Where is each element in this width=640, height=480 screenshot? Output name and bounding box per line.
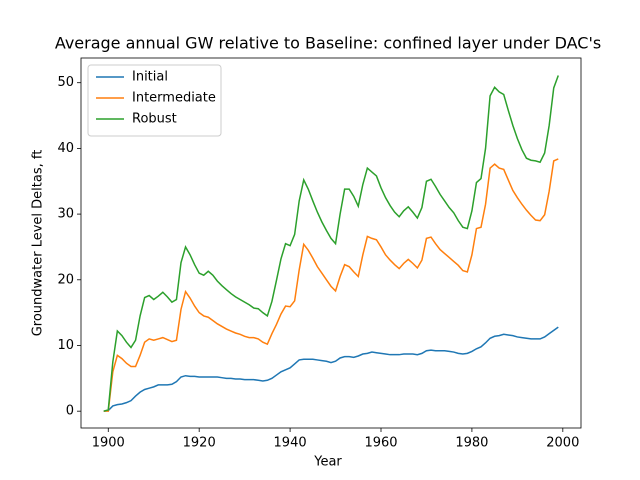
legend-label: Intermediate: [132, 91, 216, 106]
chart-title: Average annual GW relative to Baseline: …: [55, 34, 601, 53]
y-tick-label: 20: [57, 272, 74, 287]
line-series: [103, 75, 559, 412]
y-tick-label: 30: [57, 207, 74, 222]
legend-label: Initial: [132, 70, 168, 85]
y-tick-label: 50: [57, 75, 74, 90]
y-tick-label: 40: [57, 141, 74, 156]
y-tick-label: 0: [66, 404, 74, 419]
line-series: [103, 158, 559, 412]
y-axis-label: Groundwater Level Deltas, ft: [31, 150, 46, 337]
x-tick-label: 1940: [274, 436, 307, 451]
line-series: [103, 326, 559, 412]
x-tick-label: 1920: [183, 436, 216, 451]
y-tick-label: 10: [57, 338, 74, 353]
x-axis-label: Year: [313, 455, 342, 470]
x-tick-label: 1960: [364, 436, 397, 451]
x-tick-label: 2000: [546, 436, 579, 451]
x-tick-label: 1900: [92, 436, 125, 451]
x-tick-label: 1980: [455, 436, 488, 451]
legend-label: Robust: [132, 112, 177, 127]
plot-frame: [80, 57, 582, 429]
